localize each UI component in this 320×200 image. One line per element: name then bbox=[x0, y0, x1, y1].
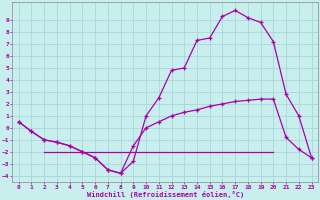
X-axis label: Windchill (Refroidissement éolien,°C): Windchill (Refroidissement éolien,°C) bbox=[86, 191, 244, 198]
